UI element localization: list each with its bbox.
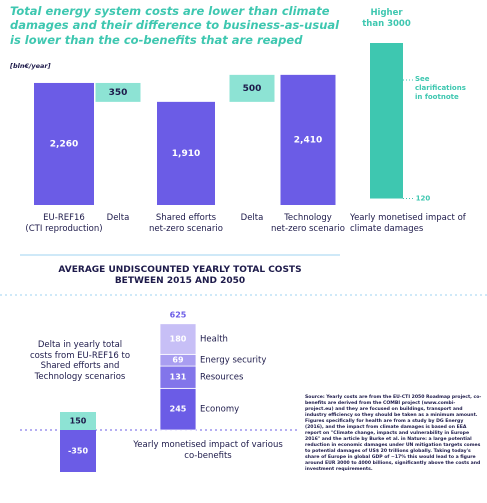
value-label: -350 (68, 447, 88, 456)
x-tick-label: Delta (106, 213, 130, 223)
x-tick-label: Shared efforts net-zero scenario (149, 213, 223, 234)
x-tick-label: EU-REF16 (CTI reproduction) (25, 213, 103, 234)
series-label: Resources (200, 373, 244, 383)
stack-segment (159, 323, 197, 355)
bar (34, 82, 94, 205)
bar (280, 74, 336, 205)
delta-bar (60, 412, 96, 430)
range-high-label: Higher than 3000 (362, 8, 411, 29)
value-label: 131 (170, 373, 187, 382)
value-label: 500 (243, 84, 262, 94)
value-label: 150 (70, 417, 87, 426)
x-axis-label: AVERAGE UNDISCOUNTED YEARLY TOTAL COSTS … (58, 265, 302, 287)
range-low-label: 120 (416, 195, 431, 203)
bar (157, 101, 215, 205)
chart-title: Yearly monetised impact of various co-be… (133, 440, 283, 461)
chart-title: Total energy system costs are lower than… (10, 4, 340, 47)
total-label: 625 (170, 310, 187, 319)
value-label: 2,410 (294, 135, 322, 145)
footnote: Source: Yearly costs are from the EU-CTI… (305, 395, 482, 472)
value-label: 350 (109, 88, 128, 98)
range-note: See clarifications in footnote (415, 75, 466, 101)
value-label: 245 (170, 405, 187, 414)
range-bar (370, 43, 403, 199)
series-label: Economy (200, 405, 239, 415)
series-label: Energy security (200, 356, 266, 366)
value-label: 69 (172, 356, 184, 365)
unit-label: [bln€/year] (10, 62, 51, 70)
value-label: 2,260 (50, 139, 78, 149)
delta-bar (60, 430, 96, 472)
series-label: Health (200, 335, 228, 345)
delta-bar (229, 74, 275, 102)
x-tick-label: Technology net-zero scenario (271, 213, 345, 234)
range-label: Yearly monetised impact of climate damag… (350, 213, 466, 234)
chart-title: Delta in yearly total costs from EU-REF1… (29, 340, 131, 382)
value-label: 180 (170, 335, 187, 344)
x-tick-label: Delta (240, 213, 264, 223)
value-label: 1,910 (172, 149, 200, 159)
delta-bar (95, 82, 141, 102)
